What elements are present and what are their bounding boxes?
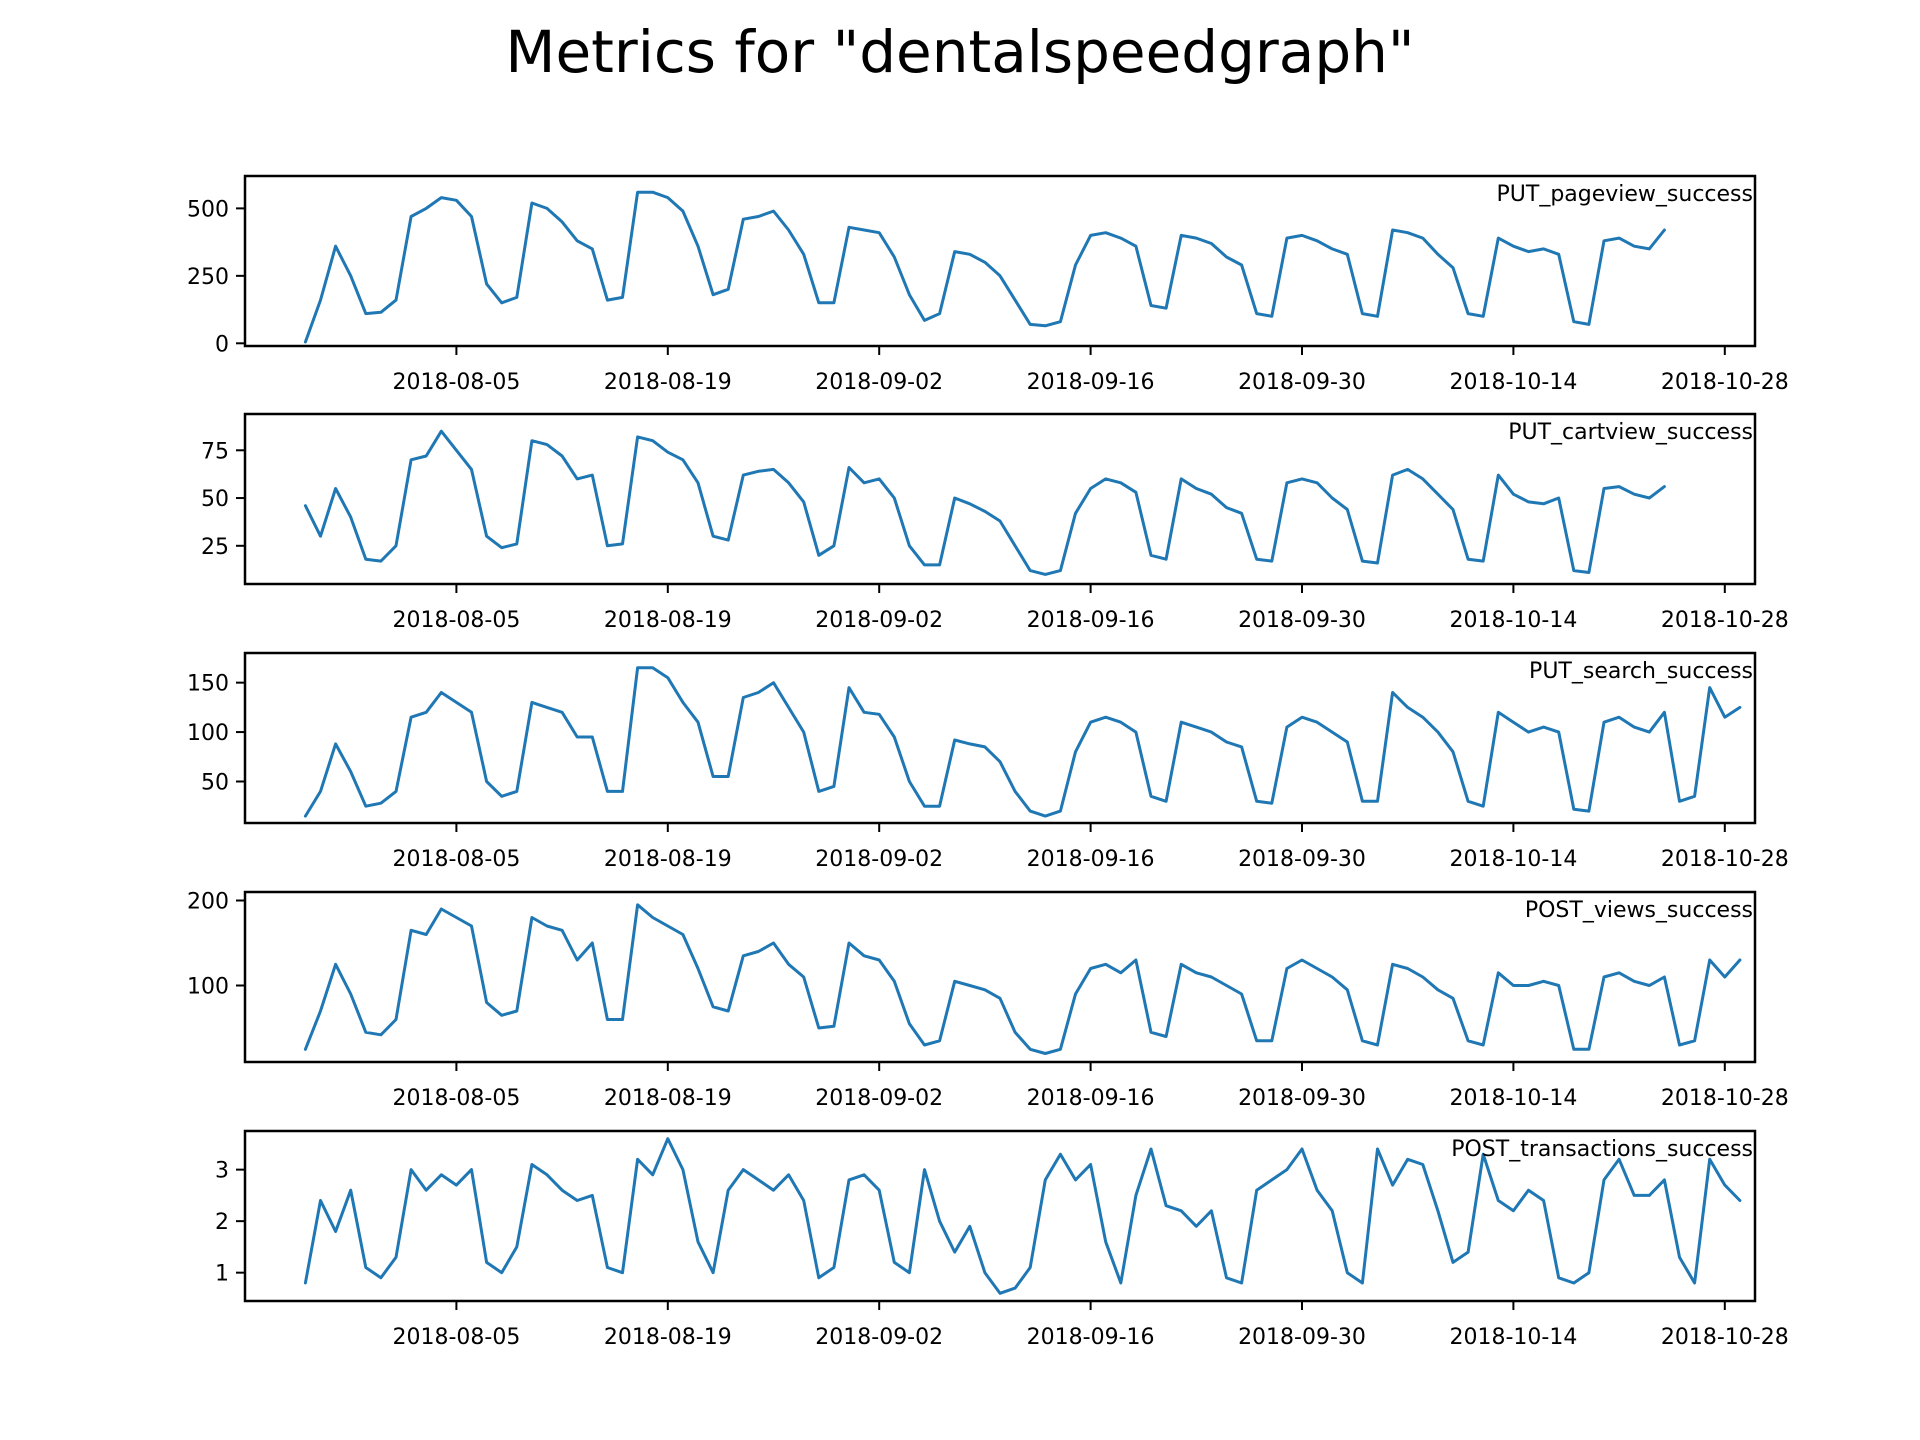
series-line (303, 903, 1742, 1055)
panel-4: 100 200 2018-08-05 2018-08-19 2018-09-02 2018… (187, 890, 1789, 1112)
x-tick-label: 2018-10-14 (1449, 608, 1577, 633)
figure-title: Metrics for "dentalspeedgraph" (505, 18, 1414, 86)
x-tick-label: 2018-09-02 (815, 1086, 943, 1111)
axes-frame (243, 890, 1757, 1064)
series-label: PUT_pageview_success (1497, 182, 1753, 207)
x-tick-label: 2018-09-02 (815, 370, 943, 395)
x-tick-label: 2018-10-28 (1661, 1086, 1789, 1111)
panel-2: 25 50 75 2018-08-05 2018-08-19 2018-09-02 2018… (201, 412, 1789, 633)
x-tick-label: 2018-08-05 (392, 370, 520, 395)
axes-frame (243, 651, 1757, 825)
x-tick-label: 2018-10-28 (1661, 370, 1789, 395)
series-line (303, 429, 1666, 576)
x-tick-label: 2018-08-05 (392, 608, 520, 633)
y-tick-label: 1 (215, 1262, 229, 1287)
x-tick-label: 2018-09-16 (1027, 847, 1155, 872)
x-tick-label: 2018-08-05 (392, 847, 520, 872)
series-label: POST_views_success (1525, 898, 1753, 923)
x-tick-label: 2018-10-14 (1449, 847, 1577, 872)
y-tick-label: 2 (215, 1210, 229, 1235)
x-tick-label: 2018-08-19 (604, 847, 732, 872)
series-line (303, 190, 1666, 344)
y-tick-label: 100 (187, 975, 229, 1000)
panel-3: 50 100 150 2018-08-05 2018-08-19 2018-09-02 20… (187, 651, 1789, 872)
x-tick-label: 2018-09-16 (1027, 1325, 1155, 1350)
x-tick-label: 2018-08-05 (392, 1086, 520, 1111)
y-tick-label: 3 (215, 1159, 229, 1184)
x-tick-label: 2018-09-30 (1238, 1325, 1366, 1350)
panel-5: 1 2 3 2018-08-05 2018-08-19 2018-09-02 2018-09… (215, 1129, 1789, 1350)
x-tick-label: 2018-09-30 (1238, 1086, 1366, 1111)
x-tick-label: 2018-09-30 (1238, 847, 1366, 872)
x-tick-label: 2018-10-28 (1661, 608, 1789, 633)
y-tick-label: 100 (187, 721, 229, 746)
y-tick-label: 50 (201, 487, 229, 512)
y-tick-label: 150 (187, 672, 229, 697)
x-tick-label: 2018-08-19 (604, 1325, 732, 1350)
y-tick-label: 500 (187, 197, 229, 222)
y-tick-label: 50 (201, 770, 229, 795)
x-tick-label: 2018-08-19 (604, 370, 732, 395)
x-tick-label: 2018-10-14 (1449, 1325, 1577, 1350)
series-label: PUT_search_success (1529, 659, 1753, 684)
series-label: PUT_cartview_success (1508, 420, 1753, 445)
x-tick-label: 2018-09-02 (815, 608, 943, 633)
x-tick-label: 2018-10-14 (1449, 1086, 1577, 1111)
x-tick-label: 2018-09-30 (1238, 370, 1366, 395)
panel-1: 0 250 500 2018-08-05 2018-08-19 2018-09-02 201… (187, 174, 1789, 395)
series-label: POST_transactions_success (1451, 1137, 1753, 1162)
x-tick-label: 2018-09-16 (1027, 608, 1155, 633)
x-tick-label: 2018-10-28 (1661, 847, 1789, 872)
x-tick-label: 2018-10-14 (1449, 370, 1577, 395)
y-tick-label: 25 (201, 535, 229, 560)
axes-frame (243, 1129, 1757, 1303)
y-tick-label: 0 (215, 332, 229, 357)
x-tick-label: 2018-09-16 (1027, 1086, 1155, 1111)
x-tick-label: 2018-09-02 (815, 1325, 943, 1350)
series-line (303, 666, 1742, 818)
x-tick-label: 2018-08-19 (604, 608, 732, 633)
y-tick-label: 75 (201, 439, 229, 464)
x-tick-label: 2018-09-30 (1238, 608, 1366, 633)
x-tick-label: 2018-09-02 (815, 847, 943, 872)
y-tick-label: 250 (187, 265, 229, 290)
x-tick-label: 2018-08-05 (392, 1325, 520, 1350)
x-tick-label: 2018-08-19 (604, 1086, 732, 1111)
series-line (303, 1137, 1742, 1295)
axes-frame (243, 174, 1757, 348)
x-tick-label: 2018-10-28 (1661, 1325, 1789, 1350)
y-tick-label: 200 (187, 890, 229, 915)
x-tick-label: 2018-09-16 (1027, 370, 1155, 395)
